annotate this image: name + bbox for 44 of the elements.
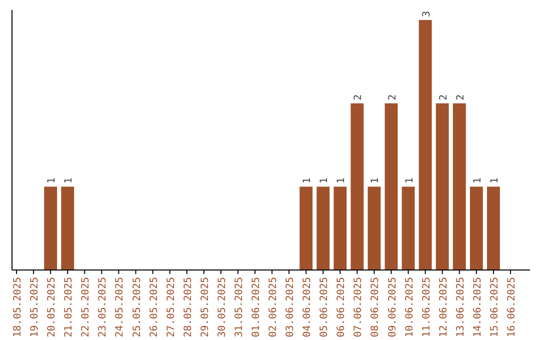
x-tick-label: 21.05.2025 xyxy=(64,277,75,338)
x-tick-label: 06.06.2025 xyxy=(336,277,348,338)
x-tick-label: 20.05.2025 xyxy=(46,277,58,338)
x-tick-label: 08.06.2025 xyxy=(370,277,382,338)
x-tick-label: 26.05.2025 xyxy=(148,277,160,338)
x-tick-label: 29.05.2025 xyxy=(200,277,211,338)
x-tick-label: 16.06.2025 xyxy=(506,277,518,338)
x-tick-label: 01.06.2025 xyxy=(250,277,262,338)
data-label: 1 xyxy=(319,178,330,184)
data-label: 2 xyxy=(387,94,398,100)
x-tick-label: 03.06.2025 xyxy=(285,277,296,338)
data-label: 1 xyxy=(489,178,500,184)
data-label: 2 xyxy=(438,94,450,100)
data-label: 1 xyxy=(302,178,314,184)
x-tick-label: 14.06.2025 xyxy=(472,277,484,338)
x-tick-label: 10.06.2025 xyxy=(404,277,416,338)
data-label: 2 xyxy=(455,94,466,100)
x-tick-label: 05.06.2025 xyxy=(319,277,330,338)
data-label: 1 xyxy=(64,178,75,184)
x-tick-label: 07.06.2025 xyxy=(353,277,364,338)
x-tick-label: 24.05.2025 xyxy=(114,277,126,338)
data-label: 1 xyxy=(472,178,484,184)
data-label: 2 xyxy=(353,94,364,100)
x-tick-label: 02.06.2025 xyxy=(268,277,280,338)
x-tick-label: 09.06.2025 xyxy=(387,277,398,338)
x-tick-label: 12.06.2025 xyxy=(438,277,450,338)
x-tick-label: 19.05.2025 xyxy=(30,277,41,338)
x-tick-label: 27.05.2025 xyxy=(166,277,177,338)
x-tick-label: 18.05.2025 xyxy=(12,277,24,338)
data-label: 1 xyxy=(336,178,348,184)
x-tick-label: 25.05.2025 xyxy=(132,277,143,338)
x-tick-label: 04.06.2025 xyxy=(302,277,314,338)
data-label: 1 xyxy=(404,178,416,184)
x-tick-label: 28.05.2025 xyxy=(182,277,194,338)
x-tick-label: 13.06.2025 xyxy=(455,277,466,338)
data-label: 1 xyxy=(46,178,58,184)
x-tick-label: 31.05.2025 xyxy=(234,277,245,338)
x-tick-label: 23.05.2025 xyxy=(98,277,109,338)
data-label: 3 xyxy=(421,10,432,17)
x-tick-label: 15.06.2025 xyxy=(489,277,500,338)
x-tick-label: 22.05.2025 xyxy=(80,277,92,338)
data-label: 1 xyxy=(370,178,382,184)
x-tick-label: 11.06.2025 xyxy=(421,277,432,338)
x-tick-label: 30.05.2025 xyxy=(216,277,228,338)
